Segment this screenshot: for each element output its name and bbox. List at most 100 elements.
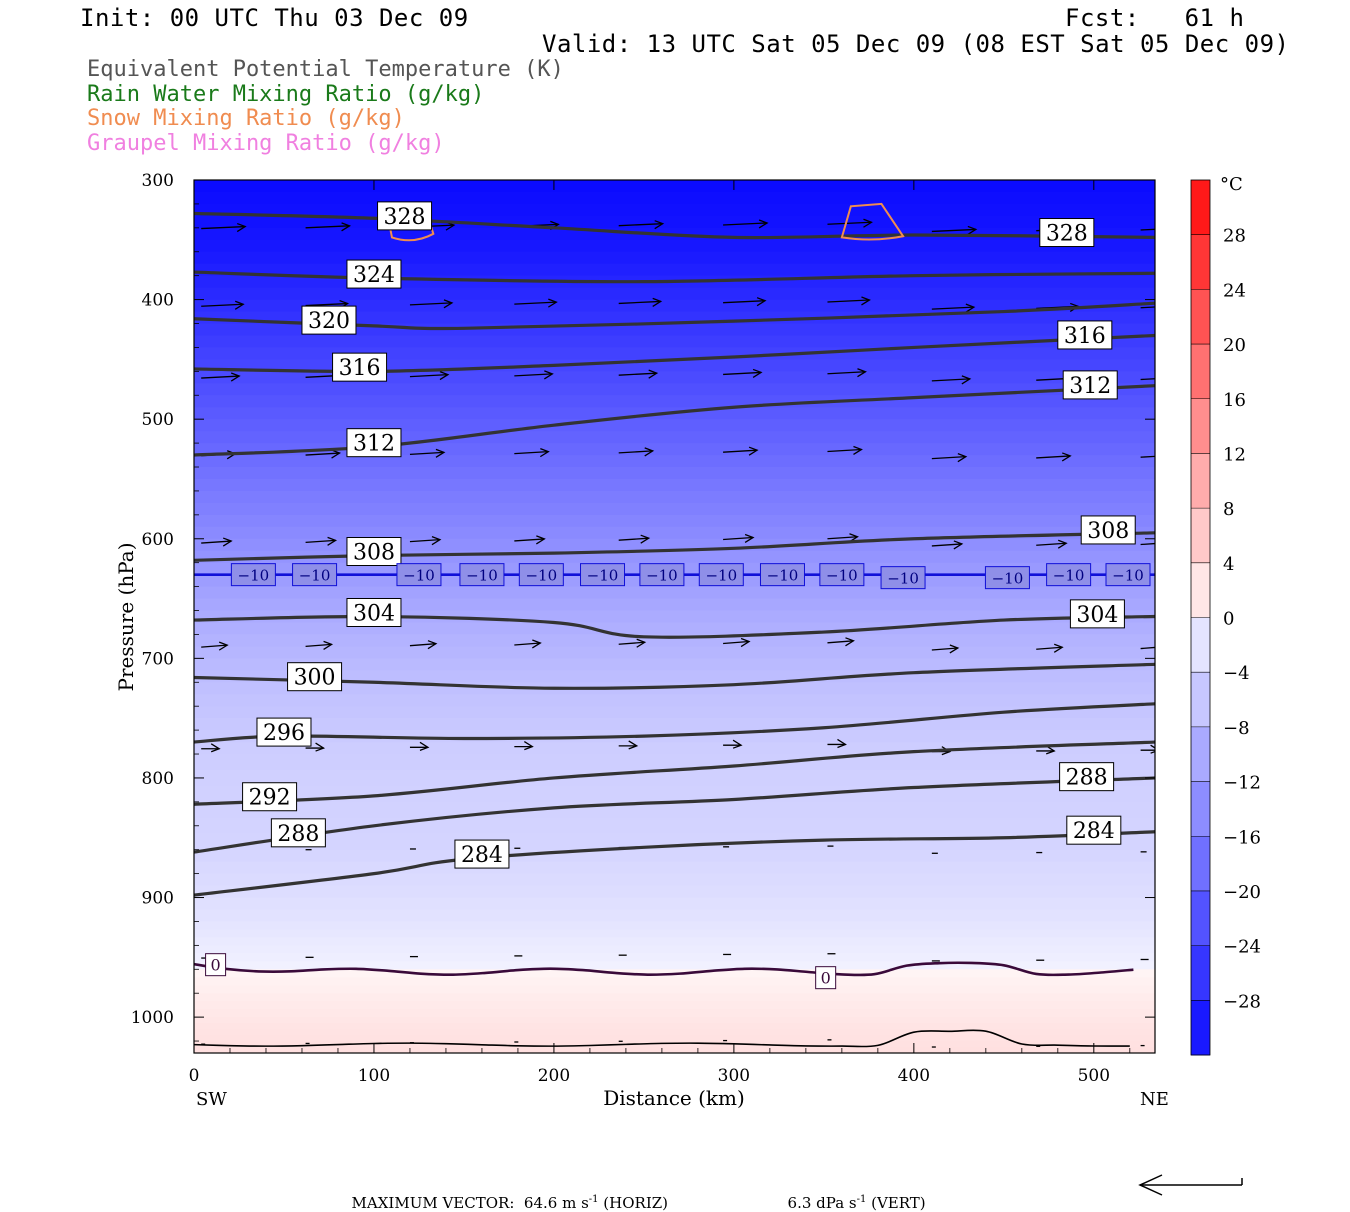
wind-vector xyxy=(201,641,229,651)
isotherm-label-text: 0 xyxy=(211,956,221,975)
wind-vector xyxy=(1140,646,1155,650)
legend-snow: Snow Mixing Ratio (g/kg) xyxy=(87,106,405,131)
wind-vector xyxy=(827,637,855,647)
temperature-band xyxy=(194,921,1155,931)
temperature-band xyxy=(194,538,1155,552)
isotherm-label-text: −10 xyxy=(705,567,737,585)
theta-e-label-text: 316 xyxy=(339,356,381,381)
isotherm-label: −10 xyxy=(396,563,442,587)
temperature-band xyxy=(194,478,1155,492)
theta-e-label-text: 304 xyxy=(1076,603,1118,628)
colorbar-swatch xyxy=(1191,398,1210,454)
theta-e-label-text: 300 xyxy=(294,666,336,691)
isotherm-label-text: −10 xyxy=(646,567,678,585)
temperature-band xyxy=(194,718,1155,731)
wind-vector xyxy=(618,297,663,307)
temperature-band xyxy=(194,610,1155,624)
wind-vector xyxy=(723,297,767,307)
wind-vector xyxy=(723,637,751,648)
wind-vector xyxy=(305,640,334,650)
isotherm-label: 0 xyxy=(205,953,227,977)
wind-vector xyxy=(409,741,430,751)
temperature-band xyxy=(194,937,1155,946)
max-vector-vert-text: 6.3 dPa s xyxy=(787,1194,857,1212)
wind-vector xyxy=(201,300,245,310)
y-tick-label: 400 xyxy=(142,291,174,311)
y-tick-label: 700 xyxy=(142,649,174,669)
isotherm-label-text: −10 xyxy=(1053,567,1085,585)
isotherm-label-text: −10 xyxy=(826,567,858,585)
theta-e-label: 328 xyxy=(377,201,433,231)
wind-vector xyxy=(514,298,558,308)
y-tick-label: 800 xyxy=(142,769,174,789)
temperature-band xyxy=(194,961,1155,970)
temperature-band xyxy=(194,203,1155,217)
wind-vector xyxy=(1140,228,1155,231)
temperature-band xyxy=(194,769,1155,787)
wind-vector xyxy=(1036,452,1072,462)
wind-vector xyxy=(514,448,550,458)
temperature-band xyxy=(194,897,1155,911)
isotherm-label: −10 xyxy=(1046,563,1092,587)
valid-time: Valid: 13 UTC Sat 05 Dec 09 (08 EST Sat … xyxy=(542,30,1290,58)
temperature-band xyxy=(194,1017,1155,1024)
x-axis-left-end: SW xyxy=(196,1089,227,1110)
wind-vector xyxy=(827,445,863,456)
wind-vector xyxy=(201,372,241,382)
wind-vector xyxy=(723,219,769,229)
theta-e-contour xyxy=(194,301,1155,331)
isotherm-label: −10 xyxy=(518,563,564,587)
wind-vector xyxy=(201,537,233,547)
temperature-band xyxy=(194,849,1155,863)
colorbar-swatch xyxy=(1191,562,1210,618)
max-vector-vert-label: (VERT) xyxy=(866,1194,926,1212)
colorbar-swatch xyxy=(1191,945,1210,1001)
colorbar-swatch xyxy=(1191,1000,1210,1056)
y-tick-label: 600 xyxy=(142,530,174,550)
wind-vector xyxy=(723,446,759,456)
max-vector-text: MAXIMUM VECTOR: 64.6 m s xyxy=(351,1194,589,1212)
x-tick-label: 400 xyxy=(898,1066,930,1086)
wind-vector xyxy=(931,225,978,235)
colorbar-tick-label: 16 xyxy=(1223,390,1246,411)
temperature-band xyxy=(194,598,1155,612)
temperature-band xyxy=(194,977,1155,986)
temperature-band xyxy=(194,419,1155,432)
isotherm-label-text: −10 xyxy=(238,567,270,585)
temperature-band xyxy=(194,993,1155,1002)
wind-vector xyxy=(827,533,859,543)
theta-e-contour xyxy=(194,270,1155,284)
wind-vector xyxy=(931,375,972,385)
temperature-band xyxy=(194,622,1155,636)
max-vector-horiz: MAXIMUM VECTOR: 64.6 m s-1 (HORIZ) xyxy=(342,1176,668,1212)
x-tick-label: 100 xyxy=(358,1066,390,1086)
x-tick-label: 200 xyxy=(538,1066,570,1086)
isotherm-label-text: −10 xyxy=(525,567,557,585)
wind-vector xyxy=(618,534,651,544)
temperature-band xyxy=(194,431,1155,444)
colorbar-tick-label: −12 xyxy=(1223,773,1261,794)
wind-vector xyxy=(723,739,743,749)
surface-contour xyxy=(194,1029,1130,1048)
theta-e-label-text: 312 xyxy=(1069,374,1111,399)
temperature-band xyxy=(194,694,1155,707)
wind-vector xyxy=(1140,455,1155,458)
theta-e-contour xyxy=(194,830,1155,897)
snow-contour xyxy=(840,202,905,241)
max-vector-vert: 6.3 dPa s-1 (VERT) xyxy=(778,1176,926,1212)
forecast-hour: Fcst: 61 h xyxy=(1065,4,1245,32)
temperature-band xyxy=(194,909,1155,923)
temperature-band xyxy=(194,323,1155,337)
wind-vector xyxy=(827,218,873,228)
theta-e-label: 304 xyxy=(346,598,402,627)
theta-e-label-text: 320 xyxy=(308,309,350,334)
theta-e-label: 300 xyxy=(287,662,343,692)
temperature-band xyxy=(194,1035,1155,1042)
theta-e-label: 316 xyxy=(332,352,388,382)
temperature-band xyxy=(194,658,1155,671)
isotherm-label-text: −10 xyxy=(992,570,1024,588)
theta-e-label-text: 308 xyxy=(1087,519,1129,544)
x-tick-label: 0 xyxy=(189,1066,200,1086)
wind-vector xyxy=(305,222,352,232)
